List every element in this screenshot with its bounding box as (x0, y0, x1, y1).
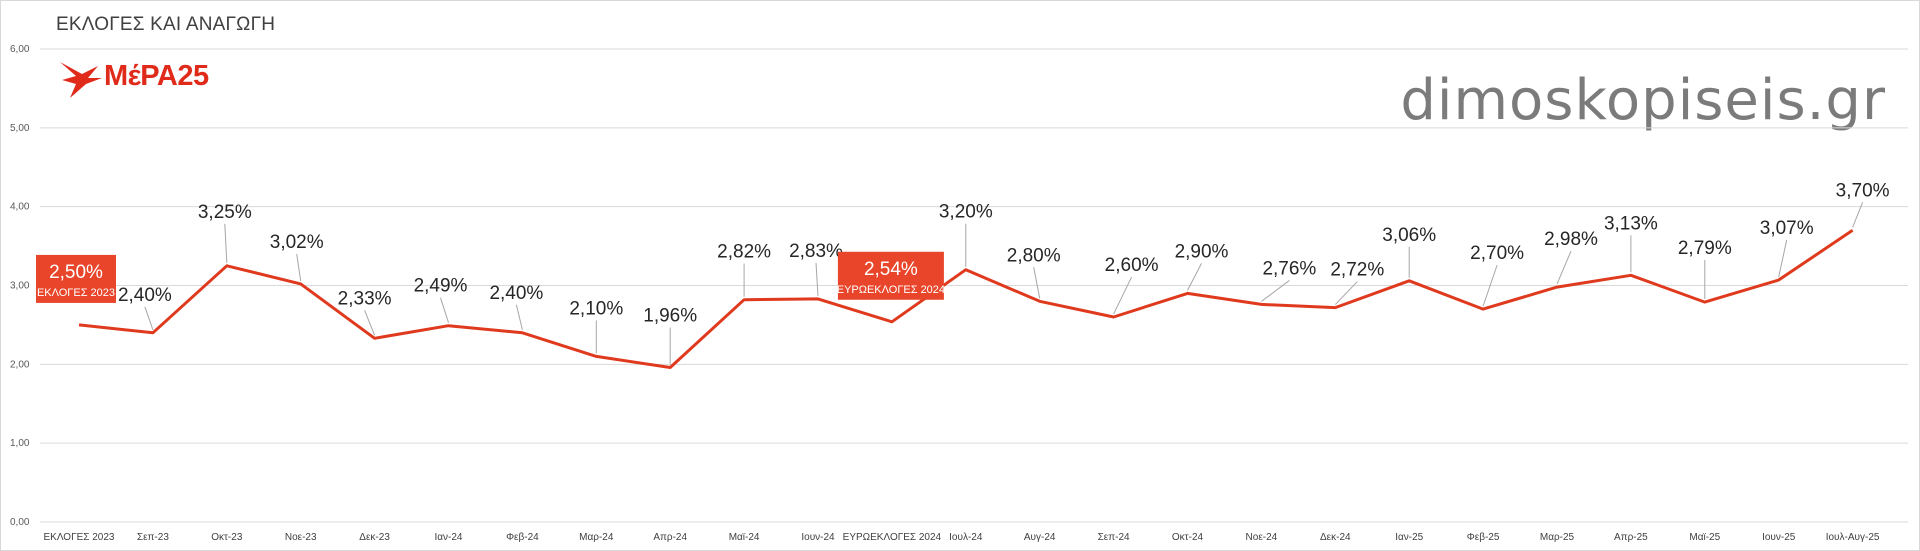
leader-line (1482, 264, 1498, 307)
leader-line (1778, 239, 1788, 278)
leader-line (224, 223, 228, 263)
x-tick-label: Φεβ-24 (506, 532, 539, 543)
leader-line (1852, 202, 1864, 228)
highlight-box: 2,54% ΕΥΡΩΕΚΛΟΓΕΣ 2024 (837, 251, 945, 300)
data-labels: 2,40% 3,25% 3,02% 2,33% 2,49% 2,40% 2,10% 1,96%… (118, 180, 1890, 326)
leader-line (1187, 263, 1202, 291)
x-tick-label: Μαρ-24 (579, 532, 614, 543)
leader-line (1334, 281, 1358, 305)
y-tick-label: 1,00 (10, 438, 30, 449)
data-label: 3,70% (1836, 180, 1890, 201)
data-label: 2,80% (1007, 245, 1061, 266)
data-label: 2,83% (789, 241, 843, 262)
x-tick-label: Νοε-23 (285, 532, 317, 543)
data-label: 3,20% (939, 202, 993, 223)
data-label: 2,76% (1262, 258, 1316, 279)
x-tick-label: Απρ-25 (1614, 532, 1648, 543)
x-tick-label: Νοε-24 (1246, 532, 1278, 543)
data-label: 3,02% (270, 232, 324, 253)
leader-line (815, 262, 819, 296)
x-tick-label: Σεπ-24 (1098, 532, 1130, 543)
y-tick-label: 3,00 (10, 281, 30, 292)
data-label: 2,90% (1175, 241, 1229, 262)
data-label: 2,70% (1470, 243, 1524, 264)
data-label: 3,06% (1382, 225, 1436, 246)
highlight-value-label: 2,54% (864, 259, 918, 280)
series-line (78, 229, 1854, 369)
leader-line (515, 304, 523, 330)
x-tick-label: Ιουν-24 (801, 532, 835, 543)
y-tick-label: 4,00 (10, 202, 30, 213)
data-label: 3,13% (1604, 213, 1658, 234)
swallow-bird-icon (60, 62, 102, 98)
x-tick-label: Ιουν-25 (1762, 532, 1796, 543)
x-tick-label: Απρ-24 (653, 532, 687, 543)
y-tick-label: 5,00 (10, 123, 30, 134)
leader-line (1033, 267, 1041, 299)
x-tick-label: ΕΚΛΟΓΕΣ 2023 (44, 532, 115, 543)
party-logo: ΜέΡΑ25 (58, 56, 258, 102)
data-label: 2,79% (1678, 238, 1732, 259)
series-line-path (78, 229, 1854, 369)
data-label: 2,33% (338, 288, 392, 309)
leader-line (440, 297, 449, 323)
watermark: dimoskopiseis.gr (1400, 68, 1886, 133)
y-tick-label: 6,00 (10, 44, 30, 55)
x-tick-label: Οκτ-23 (211, 532, 243, 543)
x-tick-label: Μαϊ-24 (729, 532, 760, 543)
data-label: 2,10% (569, 298, 623, 319)
data-label: 3,25% (198, 202, 252, 223)
x-tick-label: Δεκ-23 (359, 532, 390, 543)
leader-line (1556, 250, 1572, 285)
x-tick-label: Αυγ-24 (1024, 532, 1056, 543)
y-tick-label: 0,00 (10, 517, 30, 528)
leader-line (296, 253, 302, 281)
highlight-box-bg (36, 254, 116, 303)
leader-line (364, 310, 376, 336)
leader-line (1261, 280, 1290, 302)
highlight-box-bg (837, 251, 944, 300)
data-label: 2,72% (1330, 260, 1384, 281)
x-tick-label: Μαϊ-25 (1689, 532, 1720, 543)
y-tick-label: 2,00 (10, 359, 30, 370)
data-label: 2,49% (414, 276, 468, 297)
highlight-value-label: 2,50% (49, 262, 103, 283)
chart-title: ΕΚΛΟΓΕΣ ΚΑΙ ΑΝΑΓΩΓΗ (56, 14, 276, 35)
x-tick-label: Δεκ-24 (1320, 532, 1351, 543)
data-label: 1,96% (643, 305, 697, 326)
data-label: 2,40% (489, 283, 543, 304)
x-tick-label: Ιουλ-24 (949, 532, 983, 543)
x-tick-label: Ιαν-24 (434, 532, 462, 543)
highlight-sub-label: ΕΚΛΟΓΕΣ 2023 (37, 287, 115, 299)
highlight-box: 2,50% ΕΚΛΟΓΕΣ 2023 (36, 254, 116, 303)
highlight-sub-label: ΕΥΡΩΕΚΛΟΓΕΣ 2024 (837, 284, 945, 296)
x-tick-label: Φεβ-25 (1467, 532, 1500, 543)
data-label: 2,98% (1544, 229, 1598, 250)
x-tick-label: Ιαν-25 (1395, 532, 1423, 543)
leader-line (1113, 276, 1133, 315)
data-label: 2,60% (1105, 255, 1159, 276)
highlight-boxes: 2,50% ΕΚΛΟΓΕΣ 2023 2,54% ΕΥΡΩΕΚΛΟΓΕΣ 2024 (36, 251, 945, 303)
grid-lines (40, 48, 1908, 523)
x-tick-label: Ιουλ-Αυγ-25 (1826, 532, 1880, 543)
x-tick-label: Σεπ-23 (137, 532, 169, 543)
x-tick-label: ΕΥΡΩΕΚΛΟΓΕΣ 2024 (843, 532, 942, 543)
leader-lines (144, 202, 1864, 365)
data-label: 2,82% (717, 242, 771, 263)
x-axis: ΕΚΛΟΓΕΣ 2023 Σεπ-23 Οκτ-23 Νοε-23 Δεκ-23 Ιαν-… (44, 532, 1880, 543)
data-label: 2,40% (118, 285, 172, 306)
data-label: 3,07% (1760, 218, 1814, 239)
y-axis: 0,00 1,00 2,00 3,00 4,00 5,00 6,00 (10, 44, 30, 528)
leader-line (144, 306, 154, 330)
x-tick-label: Μαρ-25 (1540, 532, 1575, 543)
x-tick-label: Οκτ-24 (1172, 532, 1204, 543)
logo-text: ΜέΡΑ25 (104, 60, 209, 92)
